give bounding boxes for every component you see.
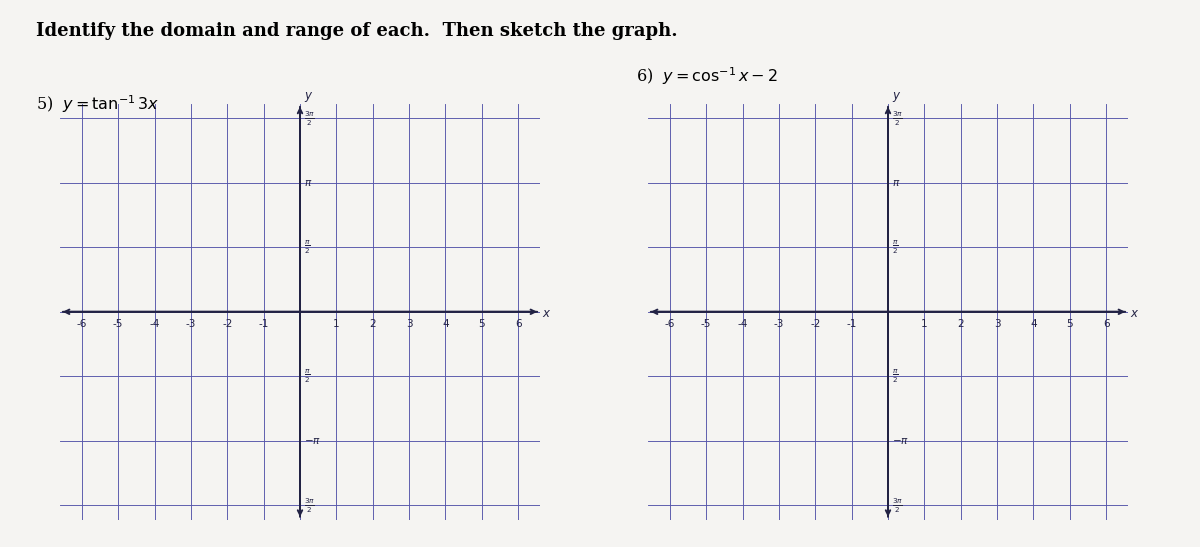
- Text: $-\pi$: $-\pi$: [893, 436, 910, 446]
- Text: $\pi$: $\pi$: [305, 178, 313, 188]
- Text: 5)  $y = \tan^{-1} 3x$: 5) $y = \tan^{-1} 3x$: [36, 93, 160, 115]
- Text: $\frac{\pi}{2}$: $\frac{\pi}{2}$: [893, 368, 899, 385]
- Text: $\frac{\pi}{2}$: $\frac{\pi}{2}$: [893, 239, 899, 256]
- Text: $\frac{\pi}{2}$: $\frac{\pi}{2}$: [305, 368, 311, 385]
- Text: x: x: [1130, 307, 1136, 321]
- Text: 2: 2: [958, 319, 964, 329]
- Text: 5: 5: [479, 319, 485, 329]
- Text: -2: -2: [810, 319, 821, 329]
- Text: 4: 4: [442, 319, 449, 329]
- Text: $\frac{3\pi}{2}$: $\frac{3\pi}{2}$: [305, 496, 316, 515]
- Text: -4: -4: [737, 319, 748, 329]
- Text: 3: 3: [406, 319, 413, 329]
- Text: 5: 5: [1067, 319, 1073, 329]
- Text: -4: -4: [149, 319, 160, 329]
- Text: $-\pi$: $-\pi$: [305, 436, 322, 446]
- Text: -6: -6: [665, 319, 676, 329]
- Text: y: y: [893, 89, 899, 102]
- Text: -1: -1: [258, 319, 269, 329]
- Text: 1: 1: [334, 319, 340, 329]
- Text: y: y: [305, 89, 311, 102]
- Text: 4: 4: [1030, 319, 1037, 329]
- Text: 2: 2: [370, 319, 376, 329]
- Text: $\frac{3\pi}{2}$: $\frac{3\pi}{2}$: [305, 109, 316, 127]
- Text: -5: -5: [113, 319, 124, 329]
- Text: -5: -5: [701, 319, 712, 329]
- Text: -2: -2: [222, 319, 233, 329]
- Text: -3: -3: [774, 319, 784, 329]
- Text: 6: 6: [1103, 319, 1110, 329]
- Text: Identify the domain and range of each.  Then sketch the graph.: Identify the domain and range of each. T…: [36, 22, 678, 40]
- Text: $\pi$: $\pi$: [893, 178, 901, 188]
- Text: $\frac{\pi}{2}$: $\frac{\pi}{2}$: [305, 239, 311, 256]
- Text: $\frac{3\pi}{2}$: $\frac{3\pi}{2}$: [893, 496, 904, 515]
- Text: -6: -6: [77, 319, 88, 329]
- Text: $\frac{3\pi}{2}$: $\frac{3\pi}{2}$: [893, 109, 904, 127]
- Text: x: x: [542, 307, 548, 321]
- Text: 1: 1: [922, 319, 928, 329]
- Text: -3: -3: [186, 319, 196, 329]
- Text: 6: 6: [515, 319, 522, 329]
- Text: 3: 3: [994, 319, 1001, 329]
- Text: 6)  $y = \cos^{-1} x - 2$: 6) $y = \cos^{-1} x - 2$: [636, 66, 778, 88]
- Text: -1: -1: [846, 319, 857, 329]
